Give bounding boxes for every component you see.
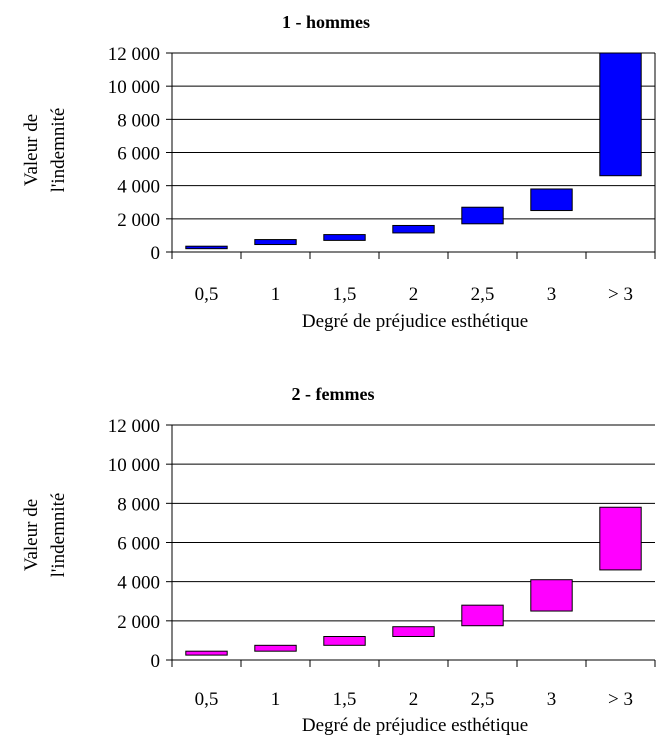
y-tick-label: 12 000 (108, 44, 160, 65)
x-axis-label: Degré de préjudice esthétique (302, 715, 528, 736)
bar (392, 626, 435, 637)
y-tick-label: 8 000 (117, 110, 160, 131)
y-tick-label: 12 000 (108, 416, 160, 437)
bar (461, 206, 504, 225)
chart-femmes-svg: 2 - femmes Valeur de l'indemnité Degré d… (21, 384, 656, 736)
y-tick-label: 6 000 (117, 144, 160, 165)
y-tick-label: 4 000 (117, 573, 160, 594)
x-tick-label: > 3 (608, 284, 633, 305)
y-tick-label: 2 000 (117, 210, 160, 231)
y-tick-label: 6 000 (117, 534, 160, 555)
x-tick-label: 2 (409, 689, 419, 710)
y-tick-label: 10 000 (108, 77, 160, 98)
x-axis-label: Degré de préjudice esthétique (302, 311, 528, 332)
y-tick-label: 4 000 (117, 177, 160, 198)
bar (323, 636, 366, 646)
x-tick-label: 1 (271, 284, 281, 305)
x-tick-label: 1 (271, 689, 281, 710)
y-axis-label-line-1: Valeur de (21, 499, 42, 571)
x-tick-label: 3 (547, 689, 557, 710)
x-tick-label: 2 (409, 284, 419, 305)
plot-area: 0 2 000 4 000 6 000 8 000 10 000 12 000 0,5 1 1,5… (108, 44, 656, 305)
plot-area: 0 2 000 4 000 6 000 8 000 10 000 12 000 0,5 1 1,5… (108, 416, 656, 710)
bar (254, 644, 297, 652)
bar (185, 245, 228, 250)
chart-title: 2 - femmes (292, 384, 375, 404)
y-tick-label: 2 000 (117, 612, 160, 633)
x-tick-label: 1,5 (333, 284, 357, 305)
y-axis-label-line-2: l'indemnité (48, 108, 69, 193)
bar (392, 224, 435, 234)
y-axis-label-line-1: Valeur de (21, 114, 42, 186)
y-tick-label: 10 000 (108, 455, 160, 476)
chart-hommes: 1 - hommes Valeur de l'indemnité Degré d… (0, 0, 659, 345)
y-axis-label-line-2: l'indemnité (48, 493, 69, 578)
x-tick-label: 0,5 (195, 284, 219, 305)
y-tick-label: 8 000 (117, 494, 160, 515)
bar (530, 579, 573, 612)
bar (461, 604, 504, 627)
bar (323, 234, 366, 241)
chart-hommes-svg: 1 - hommes Valeur de l'indemnité Degré d… (21, 12, 656, 332)
x-tick-label: 2,5 (471, 284, 495, 305)
chart-femmes: 2 - femmes Valeur de l'indemnité Degré d… (0, 372, 659, 736)
bar (254, 239, 297, 246)
x-tick-label: 3 (547, 284, 557, 305)
x-tick-label: 2,5 (471, 689, 495, 710)
bar (599, 506, 642, 571)
bar (185, 650, 228, 656)
y-tick-label: 0 (151, 243, 161, 264)
bar (599, 52, 642, 177)
x-tick-label: 1,5 (333, 689, 357, 710)
y-tick-label: 0 (151, 651, 161, 672)
bar (530, 188, 573, 212)
x-tick-label: > 3 (608, 689, 633, 710)
chart-title: 1 - hommes (282, 12, 370, 32)
x-tick-label: 0,5 (195, 689, 219, 710)
